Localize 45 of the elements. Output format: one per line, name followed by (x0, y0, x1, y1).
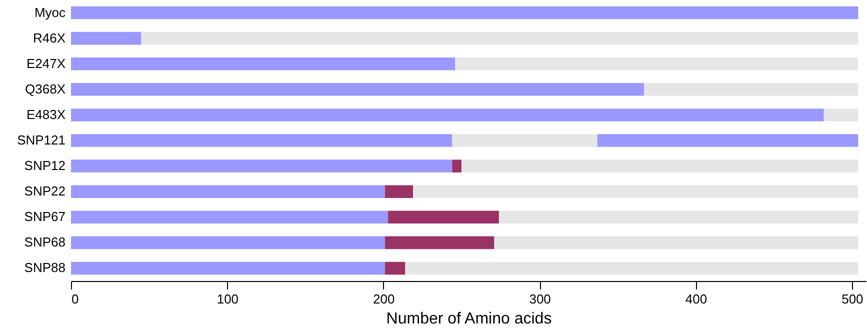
x-axis-title: Number of Amino acids (386, 310, 552, 328)
bar (71, 108, 824, 122)
y-tick-label: SNP88 (24, 260, 66, 276)
bar (71, 160, 452, 172)
bar (71, 57, 456, 70)
bar (824, 108, 858, 122)
bar (405, 262, 858, 275)
y-tick-label: SNP12 (24, 158, 66, 174)
bar (413, 185, 858, 198)
bar (141, 32, 858, 45)
y-tick-label: SNP67 (24, 209, 66, 224)
y-tick-label: E247X (26, 56, 66, 71)
bar (71, 236, 385, 250)
bar (71, 83, 644, 96)
bar (644, 83, 858, 96)
bar (71, 6, 858, 20)
y-tick-label: SNP68 (24, 234, 66, 250)
bar (71, 262, 385, 275)
bar (71, 32, 142, 45)
x-tick-label: 500 (842, 292, 864, 306)
bar (388, 210, 499, 224)
y-tick-label: SNP22 (24, 184, 66, 199)
x-tick-label: 200 (373, 292, 395, 306)
bar (452, 160, 462, 172)
bar (498, 210, 858, 224)
bar (455, 57, 858, 70)
x-tick-label: 300 (529, 292, 551, 306)
x-tick-label: 100 (216, 292, 239, 306)
bar (384, 236, 494, 250)
y-tick-label: Q368X (25, 81, 66, 96)
bar (71, 210, 388, 224)
y-tick-label: SNP121 (17, 132, 66, 148)
bar (452, 134, 598, 147)
y-tick-label: R46X (32, 30, 66, 46)
bar (71, 134, 452, 147)
x-tick-label: 0 (72, 292, 79, 306)
y-tick-label: E483X (26, 106, 66, 122)
bar (597, 134, 858, 147)
bar (384, 262, 406, 275)
bar (71, 185, 385, 198)
y-tick-label: Myoc (34, 4, 66, 20)
bar (384, 185, 414, 198)
bar (494, 236, 858, 250)
x-tick-label: 400 (685, 292, 708, 306)
bar (461, 160, 858, 172)
